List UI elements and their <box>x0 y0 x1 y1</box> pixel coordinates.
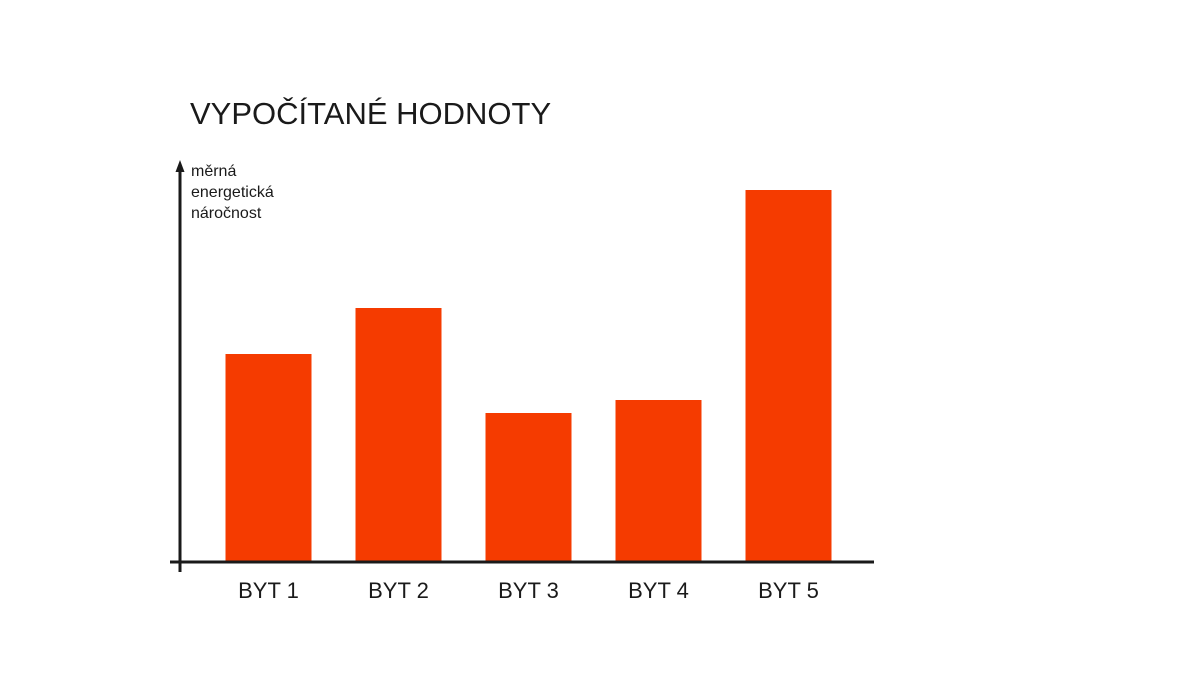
bar-3 <box>485 413 572 562</box>
x-tick-label-4: BYT 4 <box>628 578 689 603</box>
chart-title: VYPOČÍTANÉ HODNOTY <box>190 96 552 131</box>
x-tick-labels: BYT 1 BYT 2 BYT 3 BYT 4 BYT 5 <box>238 578 819 603</box>
bar-2 <box>355 308 442 562</box>
x-tick-label-2: BYT 2 <box>368 578 429 603</box>
y-axis-arrow-icon <box>175 160 185 172</box>
x-tick-label-5: BYT 5 <box>758 578 819 603</box>
y-axis-label-line-2: energetická <box>191 184 274 201</box>
y-axis-label-line-3: náročnost <box>191 205 262 222</box>
axis-layer <box>170 160 874 572</box>
bar-4 <box>615 400 702 562</box>
bar-1 <box>225 354 312 562</box>
x-tick-label-1: BYT 1 <box>238 578 299 603</box>
x-tick-label-3: BYT 3 <box>498 578 559 603</box>
bar-5 <box>745 190 832 562</box>
bars-layer <box>225 190 832 562</box>
y-axis-label-line-1: měrná <box>191 163 237 180</box>
y-axis-label: měrná energetická náročnost <box>191 161 331 224</box>
